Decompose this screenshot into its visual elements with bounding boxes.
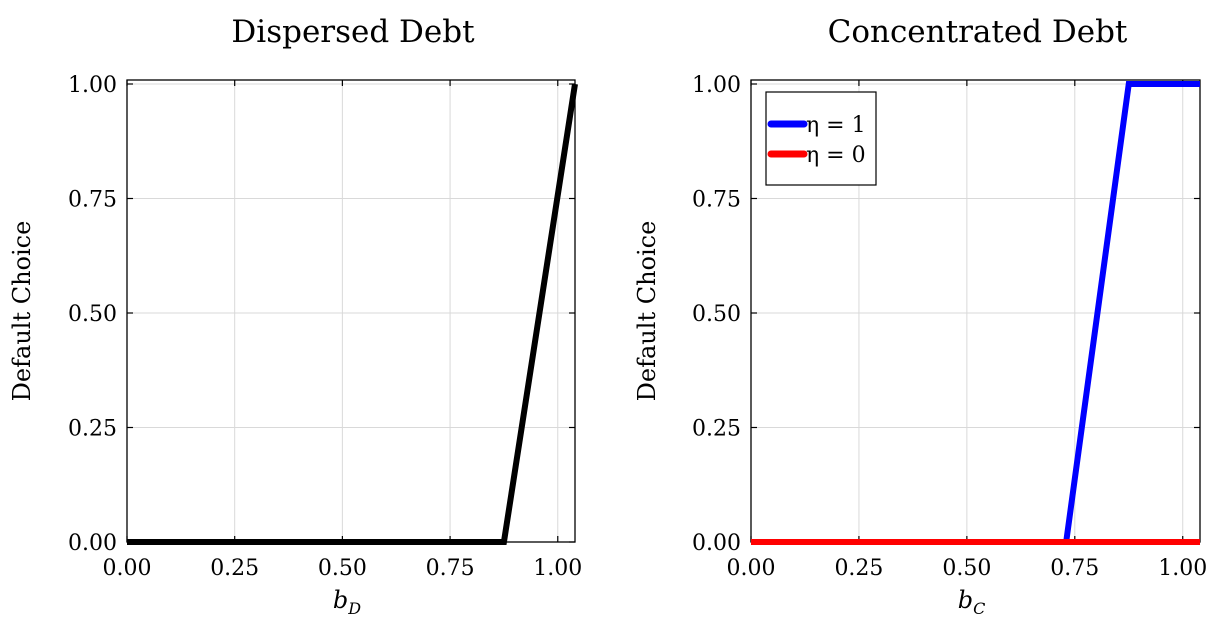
chart-panel-2: 0.000.00 0.25 0.25 0.50 0.50 0.75 0.75 1.00 1.00… bbox=[633, 14, 1207, 618]
y-tick-label: 0.75 bbox=[692, 188, 741, 213]
x-tick-label: 1.00 bbox=[533, 556, 582, 581]
y-tick-label: 0.00 bbox=[692, 531, 741, 556]
x-axis-label-main: b bbox=[333, 586, 348, 614]
y-tick-label: 1.00 bbox=[68, 73, 117, 98]
x-axis-label-subscript: C bbox=[973, 599, 985, 618]
y-tick-label: 0.50 bbox=[692, 302, 741, 327]
x-tick-label: 0.50 bbox=[318, 556, 367, 581]
legend-box bbox=[765, 91, 877, 186]
y-tick-label: 0.25 bbox=[68, 417, 117, 442]
y-tick-label: 0.25 bbox=[692, 417, 741, 442]
y-axis-label: Default Choice bbox=[8, 221, 36, 402]
y-tick-label: 0.75 bbox=[68, 188, 117, 213]
x-axis-label-subscript: D bbox=[347, 599, 361, 618]
x-tick-label: 0.75 bbox=[1050, 556, 1099, 581]
y-tick-label: 0.50 bbox=[68, 302, 117, 327]
x-tick-label: 0.75 bbox=[426, 556, 475, 581]
chart-title: Concentrated Debt bbox=[828, 14, 1128, 50]
chart-panel-1: 0.000.00 0.25 0.25 0.50 0.50 0.75 0.75 1.00 1.00… bbox=[8, 14, 582, 618]
y-tick-label: 1.00 bbox=[692, 73, 741, 98]
x-axis-label: bD bbox=[333, 586, 361, 618]
chart-title: Dispersed Debt bbox=[231, 14, 475, 50]
x-axis-label-main: b bbox=[958, 586, 973, 614]
legend: η = 1 η = 0 bbox=[765, 91, 877, 186]
x-tick-label: 0.00 bbox=[727, 556, 776, 581]
legend-label-2: η = 0 bbox=[806, 143, 866, 168]
legend-label-1: η = 1 bbox=[806, 113, 866, 138]
y-axis-label: Default Choice bbox=[633, 221, 661, 402]
x-tick-label: 0.00 bbox=[103, 556, 152, 581]
x-axis-label: bC bbox=[958, 586, 986, 618]
plot-frame bbox=[126, 79, 576, 543]
x-tick-label: 0.25 bbox=[834, 556, 883, 581]
series-line-1 bbox=[127, 83, 578, 545]
x-tick-label: 0.25 bbox=[210, 556, 259, 581]
y-tick-label: 0.00 bbox=[68, 531, 117, 556]
x-tick-label: 1.00 bbox=[1158, 556, 1207, 581]
x-tick-label: 0.50 bbox=[942, 556, 991, 581]
